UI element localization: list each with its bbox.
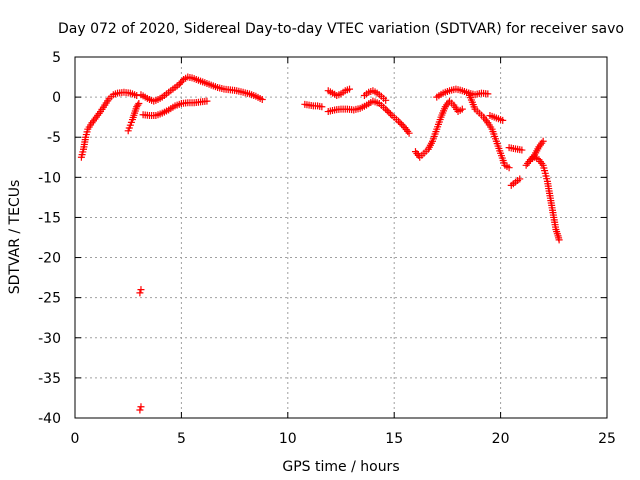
- y-tick-label: -5: [47, 130, 61, 146]
- series-segment-12: [486, 112, 507, 124]
- data-point: [518, 146, 526, 154]
- series-segment-10: [433, 85, 492, 101]
- series-segment-1: [77, 88, 141, 161]
- series-segment-11: [465, 89, 513, 172]
- data-point: [394, 117, 402, 125]
- data-point: [178, 77, 186, 85]
- chart-title: Day 072 of 2020, Sidereal Day-to-day VTE…: [58, 21, 624, 37]
- data-point: [539, 137, 547, 145]
- y-axis-label: SDTVAR / TECUs: [7, 180, 23, 295]
- data-point: [386, 110, 394, 118]
- series-outliers-low-2: [136, 403, 145, 414]
- y-tick-label: -40: [38, 411, 61, 427]
- data-point: [382, 105, 390, 113]
- series-segment-2: [124, 100, 143, 135]
- data-point: [318, 103, 326, 111]
- data-point: [484, 90, 492, 98]
- y-tick-label: -20: [38, 251, 61, 267]
- data-point: [137, 403, 145, 411]
- series-segment-8: [360, 87, 390, 104]
- y-tick-label: -35: [38, 371, 61, 387]
- data-point: [203, 97, 211, 105]
- series-segment-6: [324, 85, 354, 100]
- data-point: [383, 107, 391, 115]
- data-point: [405, 129, 413, 137]
- series-segment-9: [411, 97, 466, 161]
- x-tick-label: 5: [177, 431, 186, 447]
- data-point: [516, 175, 524, 183]
- series-segment-14: [507, 175, 524, 189]
- data-point: [135, 100, 143, 108]
- data-point: [499, 116, 507, 124]
- y-tick-label: -15: [38, 210, 61, 226]
- data-point: [505, 164, 513, 172]
- tick-layer: 0 5 10 15 20 25 5 0 -5 -10 -15 -20 -25 -30 -35 -40: [38, 50, 616, 447]
- x-tick-label: 15: [385, 431, 403, 447]
- x-tick-label: 25: [598, 431, 616, 447]
- y-tick-label: 0: [52, 90, 61, 106]
- series-segment-4: [139, 97, 211, 120]
- series-segment-3: [137, 73, 266, 105]
- x-tick-label: 0: [71, 431, 80, 447]
- x-tick-label: 20: [492, 431, 510, 447]
- data-point: [398, 120, 406, 128]
- plot-frame: [74, 56, 608, 419]
- series-segment-7: [324, 97, 413, 137]
- data-point: [555, 236, 563, 244]
- data-point: [137, 286, 145, 294]
- y-tick-label: -30: [38, 331, 61, 347]
- x-tick-label: 10: [279, 431, 297, 447]
- data-point: [133, 92, 141, 100]
- data-layer: [77, 73, 563, 414]
- data-point: [382, 96, 390, 104]
- series-segment-5: [301, 100, 326, 111]
- data-point: [134, 101, 142, 109]
- y-tick-label: -10: [38, 170, 61, 186]
- series-segment-13: [505, 144, 526, 154]
- data-point: [385, 108, 393, 116]
- data-point: [399, 122, 407, 130]
- data-point: [396, 119, 404, 127]
- series-segment-16: [526, 153, 563, 244]
- data-point: [258, 96, 266, 104]
- data-point: [136, 406, 144, 414]
- series-outliers-low-1: [136, 286, 145, 297]
- x-axis-label: GPS time / hours: [282, 459, 399, 475]
- data-point: [458, 105, 466, 113]
- data-point: [346, 85, 354, 93]
- data-point: [136, 289, 144, 297]
- y-tick-label: 5: [52, 50, 61, 66]
- y-tick-label: -25: [38, 291, 61, 307]
